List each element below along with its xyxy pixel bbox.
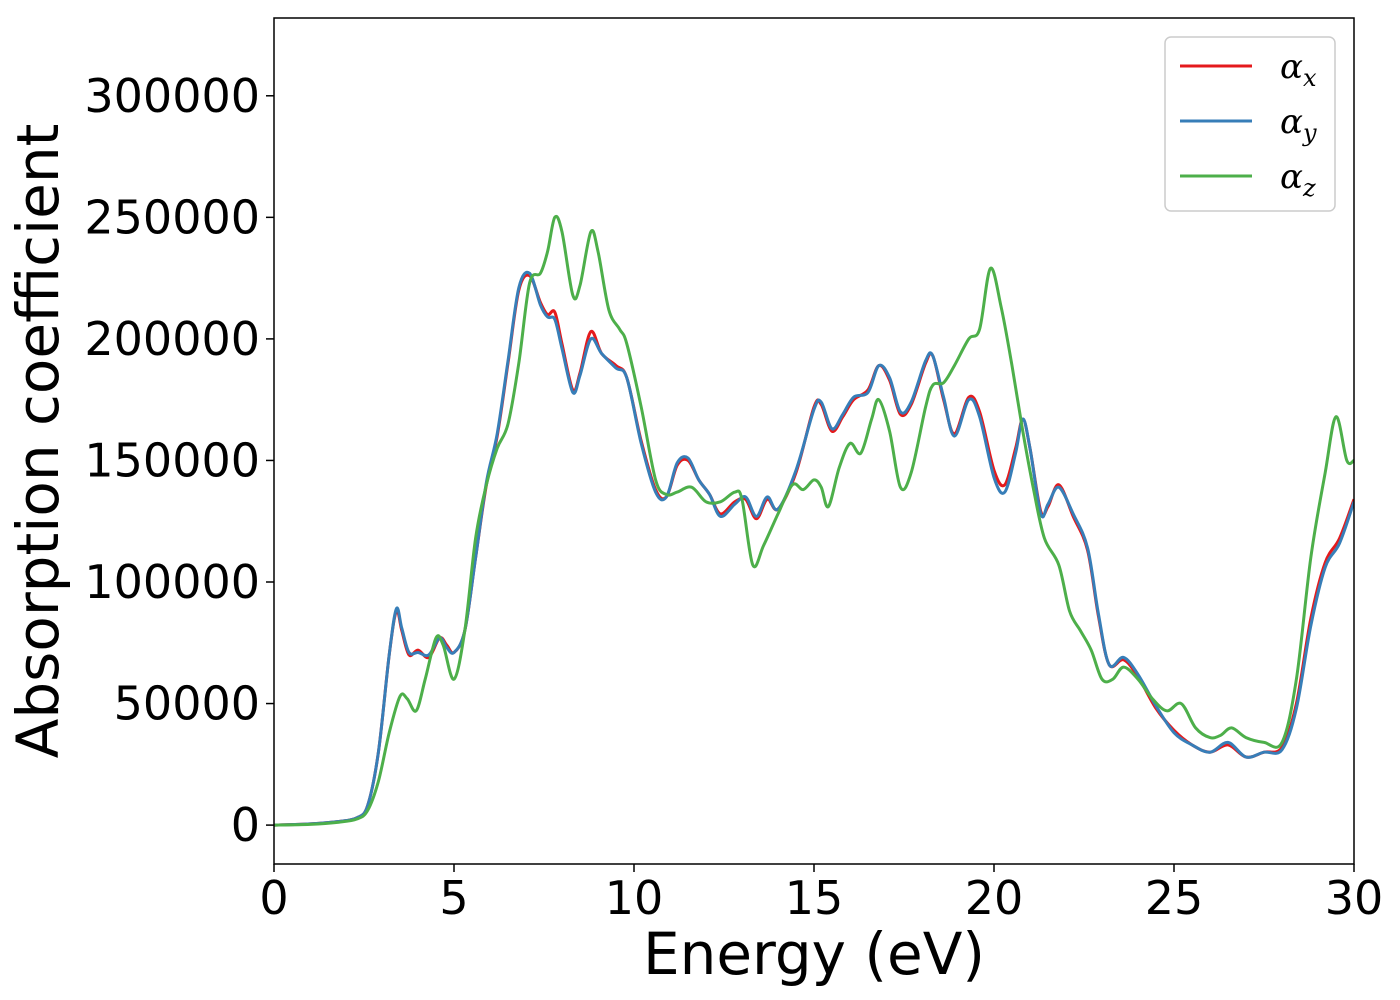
y-axis-label: Absorption coefficient — [4, 124, 72, 759]
x-axis-label: Energy (eV) — [643, 920, 985, 988]
y-tick-label: 200000 — [84, 312, 260, 366]
legend-subscript: y — [1302, 119, 1317, 147]
series-line-y — [274, 270, 1354, 827]
y-axis-ticks: 0 50000 100000 150000 200000 250000 300000 — [84, 69, 274, 852]
x-tick-label: 5 — [439, 871, 468, 925]
x-tick-label: 20 — [965, 871, 1024, 925]
y-tick-label: 300000 — [84, 69, 260, 123]
legend-box — [1164, 36, 1336, 212]
series-line-x — [274, 273, 1354, 827]
y-tick-label: 0 — [231, 798, 260, 852]
legend-subscript: x — [1303, 64, 1317, 92]
x-tick-label: 15 — [785, 871, 844, 925]
series-line-z — [274, 214, 1354, 827]
x-axis-ticks: 0 5 10 15 20 25 30 — [259, 864, 1383, 925]
x-tick-label: 10 — [605, 871, 664, 925]
y-tick-label: 250000 — [84, 190, 260, 244]
x-tick-label: 0 — [259, 871, 288, 925]
y-tick-label: 100000 — [84, 555, 260, 609]
y-tick-label: 150000 — [84, 433, 260, 487]
legend-subscript: z — [1302, 174, 1316, 202]
y-tick-label: 50000 — [114, 677, 260, 731]
x-tick-label: 30 — [1325, 871, 1384, 925]
x-tick-label: 25 — [1145, 871, 1204, 925]
plot-lines — [274, 214, 1354, 827]
